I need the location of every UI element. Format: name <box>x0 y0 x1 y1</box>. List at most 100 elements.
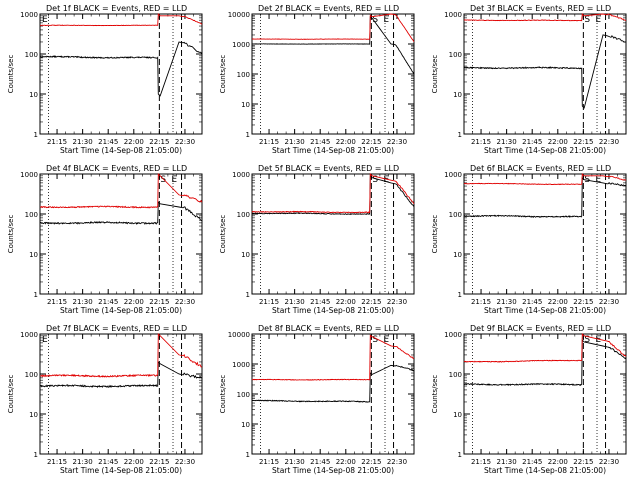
series-line-events <box>39 41 203 97</box>
x-tick-label: 21:45 <box>98 138 118 146</box>
y-axis-label: Counts/sec <box>7 375 15 414</box>
y-tick-label: 10 <box>453 251 462 259</box>
x-tick-label: 21:15 <box>259 138 279 146</box>
x-tick-label: 22:30 <box>387 298 407 306</box>
x-tick-label: 22:00 <box>336 458 356 466</box>
x-axis-label: Start Time (14-Sep-08 21:05:00) <box>60 466 182 475</box>
plot-frame <box>39 173 203 295</box>
x-tick-label: 21:30 <box>497 298 517 306</box>
chart-title: Det 4f BLACK = Events, RED = LLD <box>46 164 187 173</box>
series-line-lld <box>251 172 415 214</box>
end-marker: E <box>383 175 389 185</box>
y-tick-label: 1 <box>34 451 38 459</box>
y-axis-label: Counts/sec <box>7 215 15 254</box>
x-axis-label: Start Time (14-Sep-08 21:05:00) <box>272 146 394 155</box>
x-tick-label: 22:15 <box>573 298 593 306</box>
end-marker: E <box>42 15 48 25</box>
series-line-events <box>251 364 415 403</box>
y-tick-label: 100 <box>237 211 250 219</box>
y-tick-label: 1 <box>34 291 38 299</box>
y-tick-label: 1000 <box>444 331 462 339</box>
y-tick-label: 100 <box>25 371 38 379</box>
y-tick-label: 10 <box>29 251 38 259</box>
x-tick-label: 21:45 <box>522 458 542 466</box>
x-tick-label: 21:45 <box>310 458 330 466</box>
x-tick-label: 21:15 <box>471 298 491 306</box>
x-tick-label: 21:30 <box>285 458 305 466</box>
end-marker: E <box>171 175 177 185</box>
x-tick-label: 22:30 <box>175 298 195 306</box>
x-tick-label: 22:00 <box>548 298 568 306</box>
y-tick-label: 1000 <box>20 171 38 179</box>
x-tick-label: 22:15 <box>361 138 381 146</box>
y-tick-label: 10000 <box>228 11 250 19</box>
x-axis-label: Start Time (14-Sep-08 21:05:00) <box>60 306 182 315</box>
y-tick-label: 100 <box>237 71 250 79</box>
x-tick-label: 22:00 <box>548 138 568 146</box>
x-tick-label: 21:30 <box>73 298 93 306</box>
series-line-events <box>39 360 203 389</box>
series-line-events <box>251 16 415 75</box>
y-tick-label: 1 <box>458 291 462 299</box>
y-axis-label: Counts/sec <box>219 215 227 254</box>
plot-frame <box>251 173 415 295</box>
chart-panel-6: Det 6f BLACK = Events, RED = LLD 1 10 100 10… <box>431 164 627 315</box>
x-tick-label: 21:30 <box>73 138 93 146</box>
x-tick-label: 22:15 <box>149 138 169 146</box>
y-tick-label: 1000 <box>444 171 462 179</box>
plot-frame <box>463 13 627 135</box>
y-tick-label: 100 <box>449 371 462 379</box>
x-tick-label: 21:45 <box>98 298 118 306</box>
y-tick-label: 10000 <box>228 331 250 339</box>
series-line-events <box>251 174 415 216</box>
y-tick-label: 1000 <box>20 11 38 19</box>
end-marker: E <box>42 335 48 345</box>
x-tick-label: 22:30 <box>387 458 407 466</box>
series-line-lld <box>39 172 203 209</box>
x-tick-label: 22:15 <box>573 138 593 146</box>
y-tick-label: 10 <box>241 421 250 429</box>
y-axis-label: Counts/sec <box>431 375 439 414</box>
x-tick-label: 22:00 <box>548 458 568 466</box>
x-tick-label: 21:15 <box>47 138 67 146</box>
x-tick-label: 22:30 <box>599 458 619 466</box>
chart-panel-9: Det 9f BLACK = Events, RED = LLD 1 10 100 10… <box>431 324 627 475</box>
x-tick-label: 21:30 <box>497 138 517 146</box>
start-marker: S <box>372 15 378 25</box>
x-tick-label: 21:30 <box>73 458 93 466</box>
y-tick-label: 100 <box>25 51 38 59</box>
y-tick-label: 1000 <box>232 361 250 369</box>
x-axis-label: Start Time (14-Sep-08 21:05:00) <box>60 146 182 155</box>
x-tick-label: 22:15 <box>149 458 169 466</box>
y-tick-label: 10 <box>29 91 38 99</box>
x-tick-label: 21:45 <box>310 138 330 146</box>
x-tick-label: 22:30 <box>599 298 619 306</box>
x-tick-label: 21:15 <box>259 298 279 306</box>
x-tick-label: 21:15 <box>471 458 491 466</box>
x-tick-label: 21:30 <box>285 298 305 306</box>
y-tick-label: 1 <box>458 131 462 139</box>
x-tick-label: 21:45 <box>522 138 542 146</box>
y-tick-label: 10 <box>29 411 38 419</box>
plot-frame <box>251 13 415 135</box>
y-tick-label: 1000 <box>232 41 250 49</box>
end-marker: E <box>595 175 601 185</box>
series-line-lld <box>463 13 627 22</box>
chart-title: Det 9f BLACK = Events, RED = LLD <box>470 324 611 333</box>
y-axis-label: Counts/sec <box>431 55 439 94</box>
y-tick-label: 10 <box>241 101 250 109</box>
x-tick-label: 22:30 <box>175 138 195 146</box>
y-tick-label: 100 <box>449 211 462 219</box>
x-tick-label: 22:00 <box>336 298 356 306</box>
chart-panel-2: Det 2f BLACK = Events, RED = LLD 1 10 100 10… <box>219 4 415 155</box>
x-tick-label: 22:15 <box>361 458 381 466</box>
series-line-events <box>463 34 627 109</box>
x-tick-label: 21:15 <box>471 138 491 146</box>
y-axis-label: Counts/sec <box>219 375 227 414</box>
chart-title: Det 3f BLACK = Events, RED = LLD <box>470 4 611 13</box>
chart-title: Det 5f BLACK = Events, RED = LLD <box>258 164 399 173</box>
chart-title: Det 7f BLACK = Events, RED = LLD <box>46 324 187 333</box>
x-axis-label: Start Time (14-Sep-08 21:05:00) <box>484 146 606 155</box>
plot-frame <box>39 333 203 455</box>
